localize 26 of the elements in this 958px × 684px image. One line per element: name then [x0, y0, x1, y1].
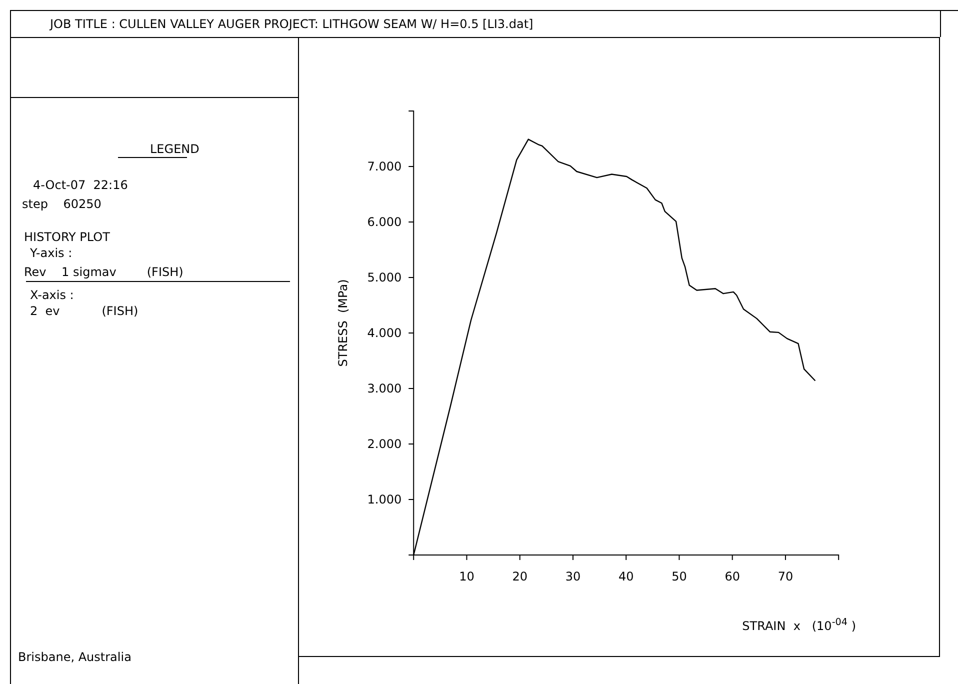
y-tick-label: 2.000 [367, 436, 402, 451]
x-tick-label: 30 [565, 570, 581, 584]
text: X-axis : [30, 288, 74, 302]
y-tick-label: 1.000 [367, 492, 402, 506]
x-tick-label: 40 [618, 570, 634, 584]
text: step 60250 [22, 197, 102, 211]
text: HISTORY PLOT [24, 230, 111, 244]
y-tick-label: 4.000 [367, 326, 402, 340]
x-tick-label: 70 [778, 570, 794, 584]
x-tick-label: 60 [724, 570, 740, 584]
text: JOB TITLE : CULLEN VALLEY AUGER PROJECT: LITHGOW SEAM W/ H=0.5 [LI3.dat] [49, 17, 534, 31]
x-tick-label: 50 [672, 570, 687, 584]
text: 2 ev (FISH) [30, 304, 138, 318]
x-tick-label: 20 [512, 570, 528, 584]
y-tick-label: 3.000 [367, 381, 402, 396]
x-axis-title: STRAIN x (10$^{-04}$ ) [742, 616, 856, 633]
text: Y-axis : [29, 246, 72, 260]
x-tick-label: 10 [459, 570, 474, 584]
y-tick-label: 6.000 [367, 214, 402, 229]
y-tick-label: 7.000 [367, 159, 402, 174]
y-tick-label: 5.000 [367, 270, 402, 284]
y-axis-title: STRESS (MPa) [336, 279, 350, 367]
text: 4-Oct-07 22:16 [33, 178, 128, 192]
text: Rev 1 sigmav (FISH) [24, 265, 184, 279]
text: LEGEND [150, 142, 200, 156]
text: Brisbane, Australia [18, 650, 132, 664]
